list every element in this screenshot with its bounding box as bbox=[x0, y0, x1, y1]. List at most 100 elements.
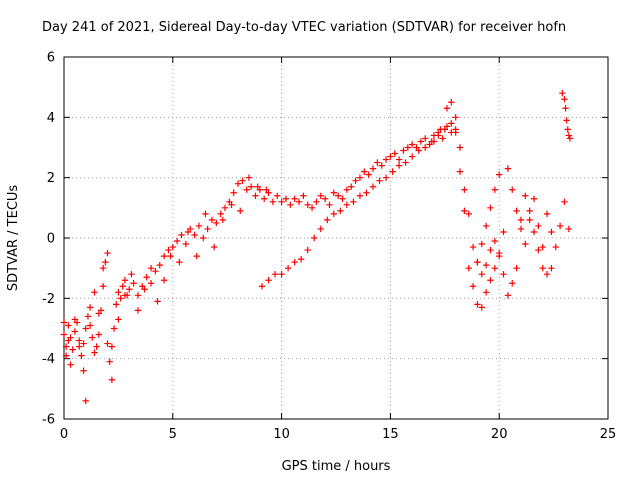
y-tick-label: 4 bbox=[47, 111, 55, 126]
data-point bbox=[313, 198, 320, 205]
data-point bbox=[376, 177, 383, 184]
data-point bbox=[526, 216, 533, 224]
data-point bbox=[160, 252, 168, 260]
data-point bbox=[535, 222, 542, 230]
data-point bbox=[154, 298, 161, 305]
y-tick-label: -6 bbox=[42, 413, 55, 428]
data-point bbox=[539, 243, 546, 251]
data-point bbox=[254, 183, 261, 190]
data-point bbox=[548, 264, 555, 272]
data-point bbox=[400, 147, 407, 154]
data-point bbox=[566, 135, 574, 142]
series-scatter-cloud bbox=[60, 174, 270, 405]
data-point bbox=[304, 201, 311, 209]
x-axis-label: GPS time / hours bbox=[282, 459, 391, 474]
data-point bbox=[311, 234, 318, 242]
data-point bbox=[204, 225, 211, 233]
data-point bbox=[221, 204, 229, 212]
data-point bbox=[564, 126, 571, 133]
data-point bbox=[147, 280, 155, 287]
data-point bbox=[62, 352, 70, 359]
data-point bbox=[491, 186, 499, 193]
data-point bbox=[202, 210, 209, 218]
data-point bbox=[95, 331, 103, 338]
data-point bbox=[160, 277, 168, 284]
data-point bbox=[317, 225, 324, 233]
data-point bbox=[167, 252, 174, 260]
series-evening-branch bbox=[258, 126, 455, 290]
data-point bbox=[461, 207, 468, 215]
data-point bbox=[91, 289, 98, 296]
data-point bbox=[82, 397, 89, 405]
data-point bbox=[352, 177, 359, 184]
data-point bbox=[165, 246, 172, 254]
data-point bbox=[513, 264, 520, 272]
y-tick-label: -4 bbox=[42, 352, 55, 367]
data-point bbox=[219, 216, 227, 224]
data-point bbox=[522, 192, 529, 199]
data-point bbox=[530, 228, 538, 236]
data-point bbox=[337, 207, 344, 215]
data-point bbox=[143, 274, 150, 281]
data-point bbox=[461, 186, 468, 193]
data-point bbox=[452, 114, 459, 121]
data-point bbox=[265, 277, 272, 284]
data-point bbox=[526, 207, 533, 215]
data-point bbox=[110, 325, 118, 332]
data-point bbox=[448, 120, 455, 127]
data-point bbox=[234, 180, 242, 187]
data-point bbox=[84, 313, 92, 320]
data-point bbox=[387, 153, 394, 160]
data-point bbox=[487, 204, 494, 212]
data-point bbox=[415, 147, 422, 154]
data-point bbox=[252, 192, 259, 199]
data-point bbox=[491, 237, 499, 245]
data-point bbox=[562, 105, 569, 112]
data-point bbox=[69, 346, 76, 353]
data-point bbox=[95, 310, 103, 317]
y-tick-label: 6 bbox=[47, 51, 55, 66]
data-point bbox=[350, 198, 357, 205]
data-point bbox=[487, 246, 494, 254]
data-point bbox=[243, 186, 250, 193]
data-point bbox=[173, 237, 181, 245]
data-point bbox=[321, 195, 329, 202]
data-point bbox=[474, 301, 481, 308]
data-point bbox=[65, 337, 72, 344]
data-point bbox=[247, 183, 255, 190]
data-point bbox=[108, 376, 116, 383]
data-point bbox=[465, 210, 472, 218]
data-point bbox=[389, 168, 396, 175]
data-point bbox=[330, 189, 338, 196]
x-tick-label: 0 bbox=[60, 427, 68, 442]
data-point bbox=[535, 246, 542, 254]
data-point bbox=[89, 334, 96, 341]
data-point bbox=[369, 165, 377, 172]
data-point bbox=[86, 304, 94, 311]
data-point bbox=[86, 322, 94, 329]
data-point bbox=[99, 283, 107, 290]
data-point bbox=[278, 198, 285, 205]
data-point bbox=[128, 271, 135, 278]
data-point bbox=[237, 207, 244, 215]
data-point bbox=[91, 349, 98, 356]
data-point bbox=[443, 105, 451, 112]
data-point bbox=[71, 328, 79, 335]
data-point bbox=[563, 117, 570, 124]
data-point bbox=[504, 165, 512, 172]
grid bbox=[64, 57, 608, 419]
data-point bbox=[99, 264, 107, 272]
data-point bbox=[482, 289, 490, 296]
data-point bbox=[260, 195, 268, 202]
data-point bbox=[76, 337, 83, 344]
y-axis-label: SDTVAR / TECUs bbox=[6, 185, 21, 292]
data-point bbox=[509, 280, 516, 287]
data-point bbox=[317, 192, 324, 199]
data-point bbox=[230, 189, 237, 196]
data-point bbox=[108, 343, 116, 350]
data-point bbox=[482, 261, 490, 269]
data-point bbox=[134, 292, 142, 299]
data-point bbox=[559, 90, 566, 97]
data-point bbox=[374, 159, 381, 166]
data-point bbox=[208, 216, 216, 224]
